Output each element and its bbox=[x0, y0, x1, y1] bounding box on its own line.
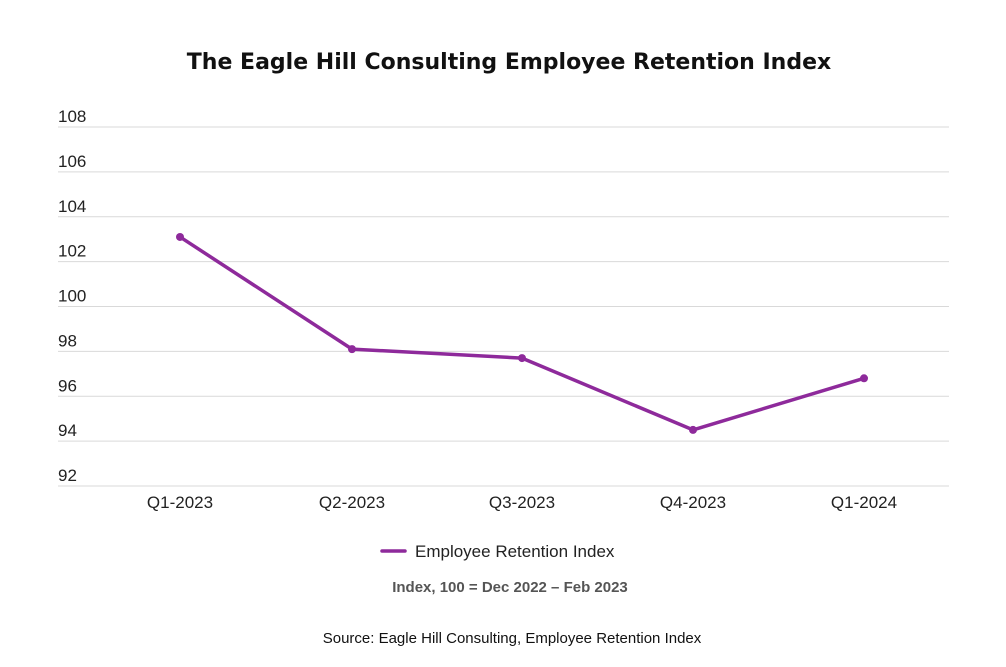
data-point-q4-2023 bbox=[689, 425, 697, 434]
x-axis-tick-labels: Q1-2023 Q2-2023 Q3-2023 Q4-2023 Q1-2024 bbox=[147, 493, 897, 512]
y-tick-label-100: 100 bbox=[58, 287, 86, 306]
series-line-employee-retention-index bbox=[178, 235, 866, 432]
legend-label-employee-retention-index: Employee Retention Index bbox=[415, 542, 615, 561]
x-tick-label-q1-2024: Q1-2024 bbox=[831, 493, 897, 512]
x-tick-label-q3-2023: Q3-2023 bbox=[489, 493, 555, 512]
data-point-q1-2024 bbox=[860, 374, 868, 383]
y-tick-label-94: 94 bbox=[58, 421, 77, 440]
x-tick-label-q1-2023: Q1-2023 bbox=[147, 493, 213, 512]
index-note: Index, 100 = Dec 2022 – Feb 2023 bbox=[392, 579, 628, 596]
series-layer bbox=[176, 232, 868, 434]
data-point-q2-2023 bbox=[348, 345, 356, 354]
y-tick-label-102: 102 bbox=[58, 242, 86, 261]
y-tick-label-92: 92 bbox=[58, 466, 77, 485]
source-note: Source: Eagle Hill Consulting, Employee … bbox=[323, 630, 702, 647]
y-tick-label-104: 104 bbox=[58, 197, 86, 216]
data-point-q3-2023 bbox=[518, 354, 526, 363]
y-tick-label-106: 106 bbox=[58, 152, 86, 171]
data-point-q1-2023 bbox=[176, 232, 184, 241]
y-tick-label-98: 98 bbox=[58, 331, 77, 350]
y-tick-label-96: 96 bbox=[58, 376, 77, 395]
chart-title: The Eagle Hill Consulting Employee Reten… bbox=[187, 50, 831, 75]
x-tick-label-q2-2023: Q2-2023 bbox=[319, 493, 385, 512]
legend: Employee Retention Index bbox=[380, 542, 615, 561]
x-tick-label-q4-2023: Q4-2023 bbox=[660, 493, 726, 512]
grid-lines bbox=[58, 126, 949, 487]
y-tick-label-108: 108 bbox=[58, 107, 86, 126]
y-axis-tick-labels: 92 94 96 98 100 102 104 106 108 bbox=[58, 107, 86, 485]
